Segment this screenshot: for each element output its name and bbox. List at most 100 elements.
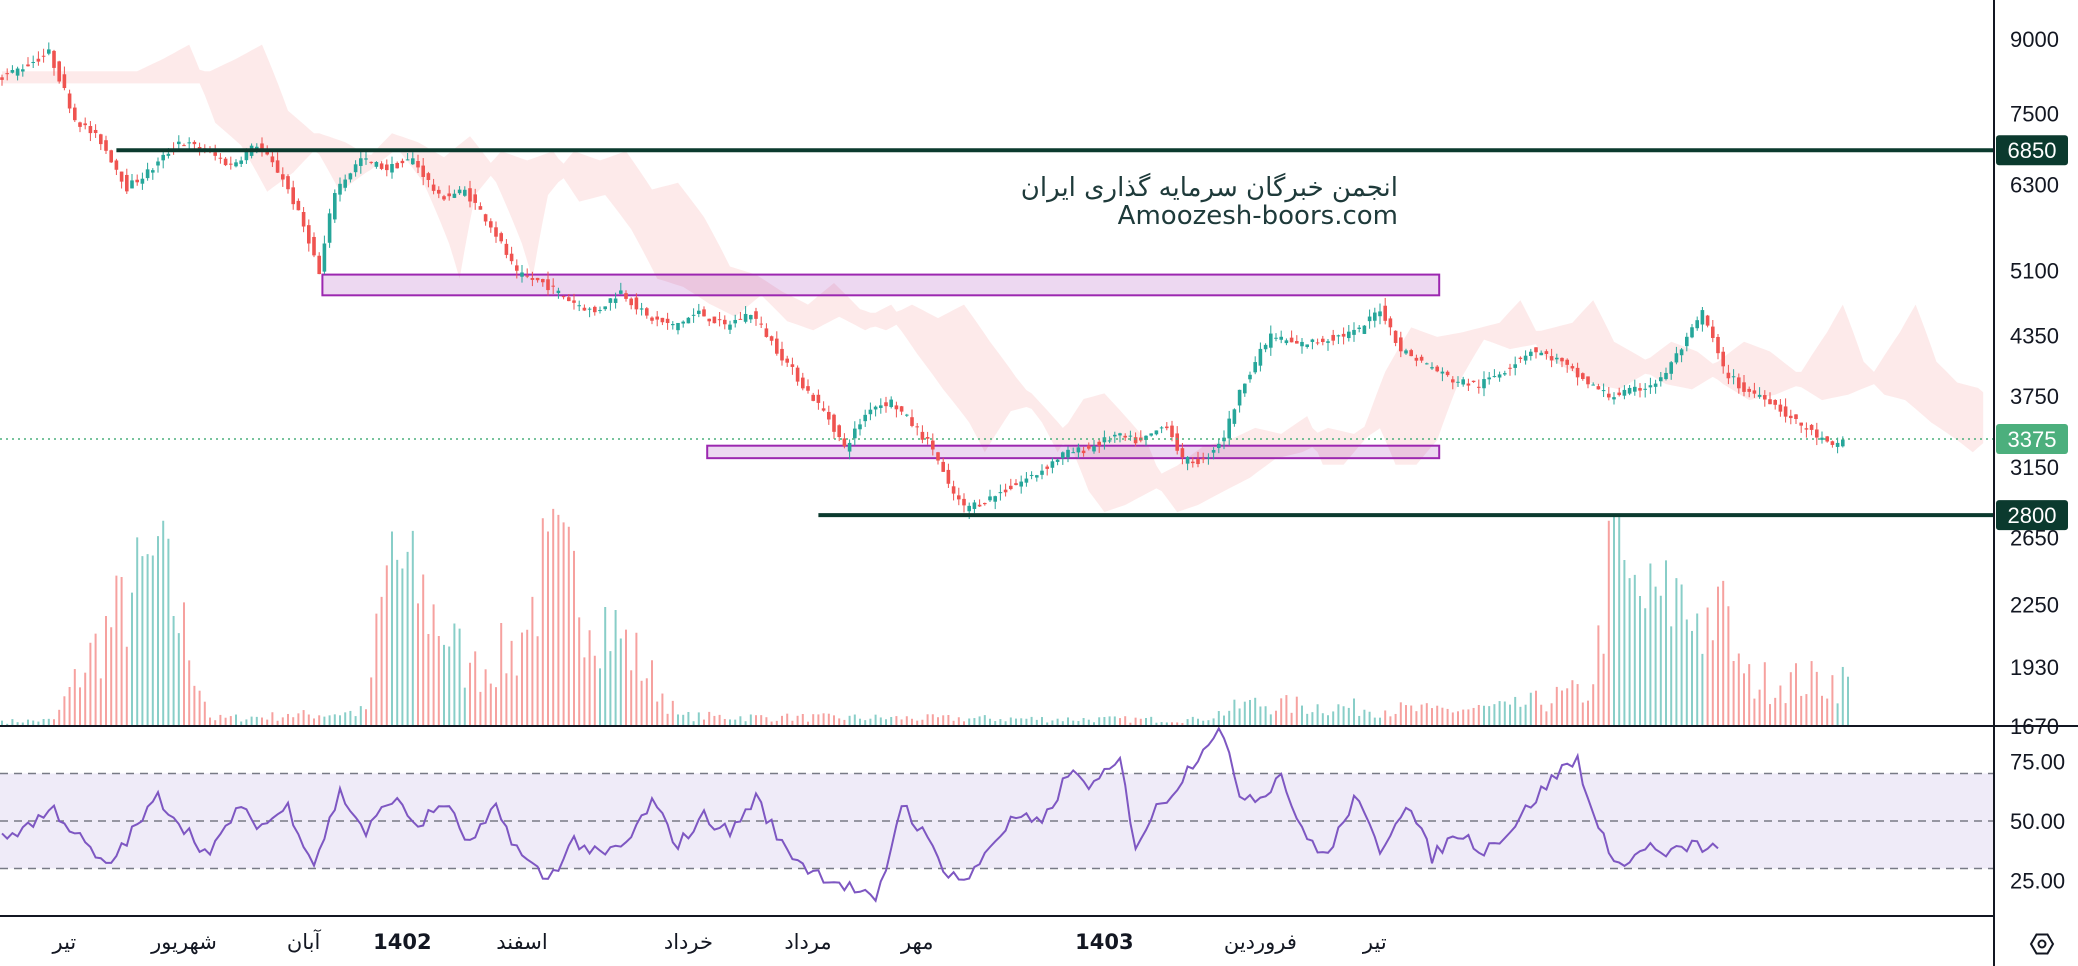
candle-body [1393,330,1398,343]
candle-body [520,272,524,277]
candle-body [1113,434,1117,437]
candle-body [307,225,311,244]
candle-body [1263,344,1268,350]
settings-icon[interactable] [2029,933,2055,955]
candle-body [676,322,680,331]
candle-body [1789,415,1793,419]
candle-body [1326,341,1330,343]
candle-body [1726,372,1731,379]
candle-body [1716,336,1720,354]
candle-body [769,336,774,341]
candle-body [1383,305,1387,321]
candle-body [1523,355,1528,361]
candle-body [1289,337,1294,343]
candle-body [1217,443,1221,449]
rsi-axis[interactable]: 75.00 50.00 25.00 [2010,750,2065,894]
candle-body [88,126,93,134]
candle-body [1014,483,1018,486]
cloud-area [2,44,1984,513]
candle-body [213,152,217,156]
time-axis[interactable]: تیر شهریور آبان 1402 اسفند خرداد مرداد مهر 1403 ف… [52,929,1387,954]
candle-body [73,107,77,121]
candle-body [920,431,925,440]
candle-body [1414,357,1419,361]
candle-body [1794,414,1798,419]
candle-body [1055,459,1060,462]
price-badge [1996,423,2068,454]
candle-body [634,297,639,310]
candle-body [712,316,717,324]
candle-body [1544,351,1549,354]
candle-body [723,319,727,325]
candle-body [62,74,67,89]
candle-body [660,317,665,323]
candle-body [1622,389,1627,396]
candle-body [192,141,197,145]
candle-body [1305,344,1309,347]
price-badge-label: 3375 [2008,427,2057,452]
candle-body [754,311,758,319]
candle-body [1253,362,1257,373]
time-tick-label: تیر [52,930,77,954]
time-tick-label: مرداد [784,930,831,954]
candle-body [67,93,72,109]
candle-body [1435,366,1439,372]
candle-body [1154,430,1159,435]
candle-body [1711,326,1715,338]
time-tick-label: مهر [900,930,934,954]
watermark-line1: انجمن خبرگان سرمایه گذاری ایران [1021,172,1398,203]
candle-body [967,505,971,512]
candle-body [1705,315,1710,326]
candle-body [1529,351,1533,357]
candle-body [821,408,826,411]
candle-body [99,134,103,145]
candle-body [400,160,405,164]
candle-body [260,143,264,151]
candle-body [1180,448,1185,458]
candle-body [1607,393,1611,398]
candle-body [509,253,514,262]
candle-body [1477,386,1481,388]
candle-body [790,364,795,367]
candle-body [879,405,883,408]
candle-body [1815,429,1819,438]
candle-body [244,151,249,161]
candle-body [1009,485,1013,490]
candle-body [26,64,30,67]
candle-body [608,298,613,303]
candle-body [759,323,763,325]
candle-body [83,123,87,126]
candle-body [36,58,41,62]
time-tick-label: خرداد [664,930,713,954]
candle-body [1175,433,1179,451]
candle-body [359,158,363,166]
candle-body [619,290,623,294]
candle-body [977,504,982,507]
candle-body [301,212,306,227]
candle-body [1674,353,1679,363]
candle-body [421,165,425,177]
candle-body [104,140,108,151]
candle-body [593,306,597,313]
candle-body [1534,347,1538,353]
candle-body [317,255,321,275]
candle-body [780,348,784,361]
rsi-tick-label: 50.00 [2010,809,2065,834]
candle-body [125,174,129,192]
candle-body [629,298,633,306]
candle-body [265,150,269,155]
candle-body [993,496,997,502]
price-badge [1996,135,2068,166]
candle-body [1357,327,1361,329]
candle-body [10,70,15,73]
candle-body [707,318,711,322]
candle-body [1258,348,1263,366]
candle-body [166,153,171,156]
candle-body [1601,390,1606,392]
candle-body [1627,387,1632,394]
candle-body [795,367,800,382]
candle-body [0,77,4,80]
candle-body [899,406,904,412]
candle-body [93,129,98,134]
